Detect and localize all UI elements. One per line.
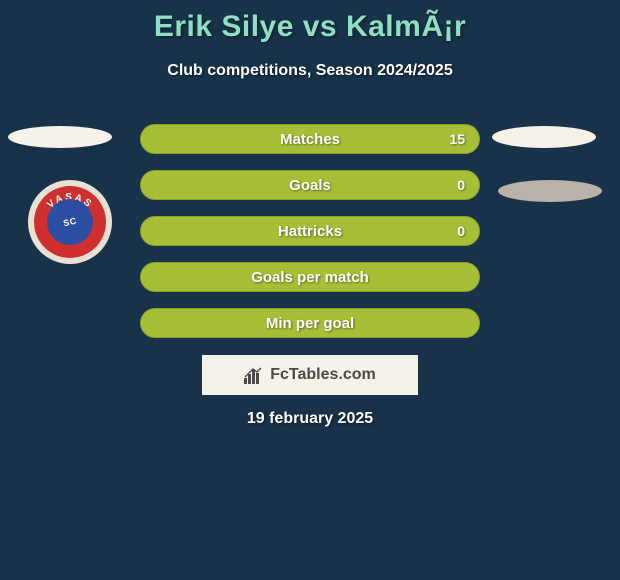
club-badge: VASAS SC [28,180,112,264]
player-ellipse-right-mid [498,180,602,202]
stat-value: 0 [457,223,465,239]
page-subtitle: Club competitions, Season 2024/2025 [0,62,620,80]
stat-label: Goals [289,177,331,194]
stat-label: Min per goal [266,315,354,332]
brand-box[interactable]: FcTables.com [202,355,418,395]
page-title: Erik Silye vs KalmÃ¡r [0,0,620,44]
club-badge-initials: SC [62,216,78,229]
stat-label: Hattricks [278,223,342,240]
stat-bar-matches: Matches 15 [140,124,480,154]
player-ellipse-right-top [492,126,596,148]
stat-bar-hattricks: Hattricks 0 [140,216,480,246]
date-text: 19 february 2025 [0,410,620,428]
comparison-card: Erik Silye vs KalmÃ¡r Club competitions,… [0,0,620,580]
stat-bar-goals: Goals 0 [140,170,480,200]
stat-bar-area: Matches 15 Goals 0 Hattricks 0 Goals per… [140,124,480,354]
stat-value: 15 [449,131,465,147]
stat-bar-goals-per-match: Goals per match [140,262,480,292]
stat-label: Matches [280,131,340,148]
player-ellipse-left [8,126,112,148]
stat-value: 0 [457,177,465,193]
club-badge-ring: VASAS SC [34,186,106,258]
stat-label: Goals per match [251,269,369,286]
brand-text: FcTables.com [270,366,376,384]
stat-bar-min-per-goal: Min per goal [140,308,480,338]
bars-icon [244,366,264,384]
